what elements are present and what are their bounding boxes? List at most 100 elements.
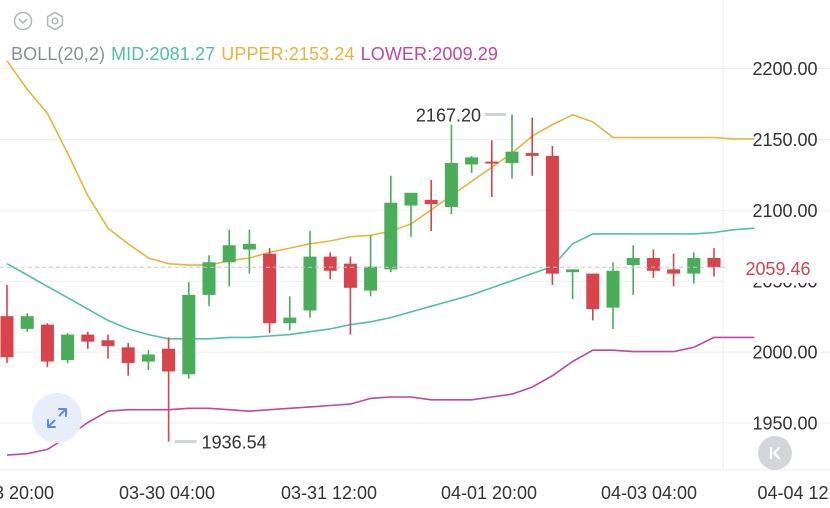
last-price-label: 2059.46 (726, 255, 830, 283)
candle-body (141, 354, 155, 362)
boll-legend: BOLL(20,2) MID:2081.27 UPPER:2153.24 LOWER:… (11, 44, 504, 65)
boll-mid-line (6, 227, 755, 340)
candle (323, 252, 337, 280)
price-axis-label: 2200.00 (752, 59, 817, 79)
time-axis-label: 04-04 12 (757, 483, 828, 503)
candle-body (61, 334, 75, 361)
candle-body (263, 253, 277, 324)
time-axis-label: 3 20:00 (0, 483, 54, 503)
time-axis-label: 03-30 04:00 (119, 483, 215, 503)
candle-body (343, 263, 357, 288)
candle-body (424, 199, 438, 205)
candle-body (121, 347, 135, 363)
price-axis-label: 2000.00 (752, 343, 817, 363)
candle-body (364, 266, 378, 291)
candle (485, 140, 499, 198)
candle (242, 229, 256, 274)
candle-body (384, 202, 398, 270)
candle (384, 175, 398, 273)
candle (505, 114, 519, 179)
candle (545, 145, 559, 285)
chevron-down-circle-icon[interactable] (12, 10, 34, 32)
candle-body (101, 340, 115, 346)
candle (626, 245, 640, 295)
candle-body (687, 258, 701, 274)
candle-body (202, 262, 216, 295)
candle (303, 231, 317, 318)
expand-arrows-icon (47, 408, 67, 428)
candle (162, 337, 176, 442)
candle (667, 253, 681, 287)
candle-body (606, 270, 620, 308)
toolbar (12, 9, 66, 33)
candle (707, 248, 721, 277)
price-axis-label: 2150.00 (752, 130, 817, 150)
candle-body (40, 324, 54, 362)
high-label: 2167.20 (416, 106, 481, 126)
candle (81, 331, 95, 349)
hexagon-settings-icon[interactable] (44, 10, 66, 32)
candle-body (505, 151, 519, 164)
candle-body (707, 258, 721, 268)
candle-body (586, 273, 600, 310)
candle-body (545, 155, 559, 274)
candle (364, 235, 378, 297)
candle-body (323, 256, 337, 271)
candle (343, 256, 357, 335)
candle (687, 252, 701, 284)
candle (0, 284, 14, 363)
candle-body (283, 317, 297, 324)
time-axis-label: 04-03 04:00 (601, 483, 697, 503)
candle (61, 333, 75, 363)
price-axis-label: 2100.00 (752, 201, 817, 221)
candle (40, 323, 54, 368)
candle (465, 155, 479, 173)
time-axis-label: 04-01 20:00 (441, 483, 537, 503)
jump-to-latest-button[interactable] (758, 436, 792, 470)
boll-upper-value: UPPER:2153.24 (221, 44, 355, 64)
candle-body (0, 316, 14, 358)
boll-lower-line (6, 336, 755, 456)
candle (404, 192, 418, 237)
candle (101, 334, 115, 359)
candle (20, 313, 34, 332)
candle (444, 124, 458, 215)
boll-mid-value: MID:2081.27 (111, 44, 216, 64)
price-axis-label: 1950.00 (752, 414, 817, 434)
time-axis-label: 03-31 12:00 (281, 483, 377, 503)
candle-body (182, 294, 196, 375)
candle (566, 269, 580, 300)
candle-body (667, 269, 681, 274)
candle-body (485, 161, 499, 164)
candle-body (646, 258, 660, 271)
candle (424, 180, 438, 232)
candle (646, 249, 660, 278)
boll-lower-value: LOWER:2009.29 (360, 44, 498, 64)
candle (182, 282, 196, 379)
candle-body (81, 334, 95, 342)
candle-body (465, 157, 479, 165)
candle (222, 229, 236, 287)
candle (202, 255, 216, 307)
candle (283, 296, 297, 331)
candle (141, 350, 155, 371)
boll-name: BOLL(20,2) (11, 44, 106, 64)
jump-to-latest-icon (769, 446, 781, 460)
candle-body (525, 153, 539, 156)
candle-body (626, 258, 640, 266)
candle (263, 248, 277, 334)
candle (525, 117, 539, 176)
candle-body (566, 269, 580, 273)
candle-body (20, 316, 34, 329)
candle-body (404, 192, 418, 206)
candle (121, 343, 135, 376)
boll-upper-line (6, 60, 755, 266)
candle-body (222, 245, 236, 263)
candle-body (303, 256, 317, 311)
candle-body (162, 348, 176, 372)
candle (606, 262, 620, 329)
expand-button[interactable] (32, 393, 82, 443)
low-label: 1936.54 (202, 433, 267, 453)
